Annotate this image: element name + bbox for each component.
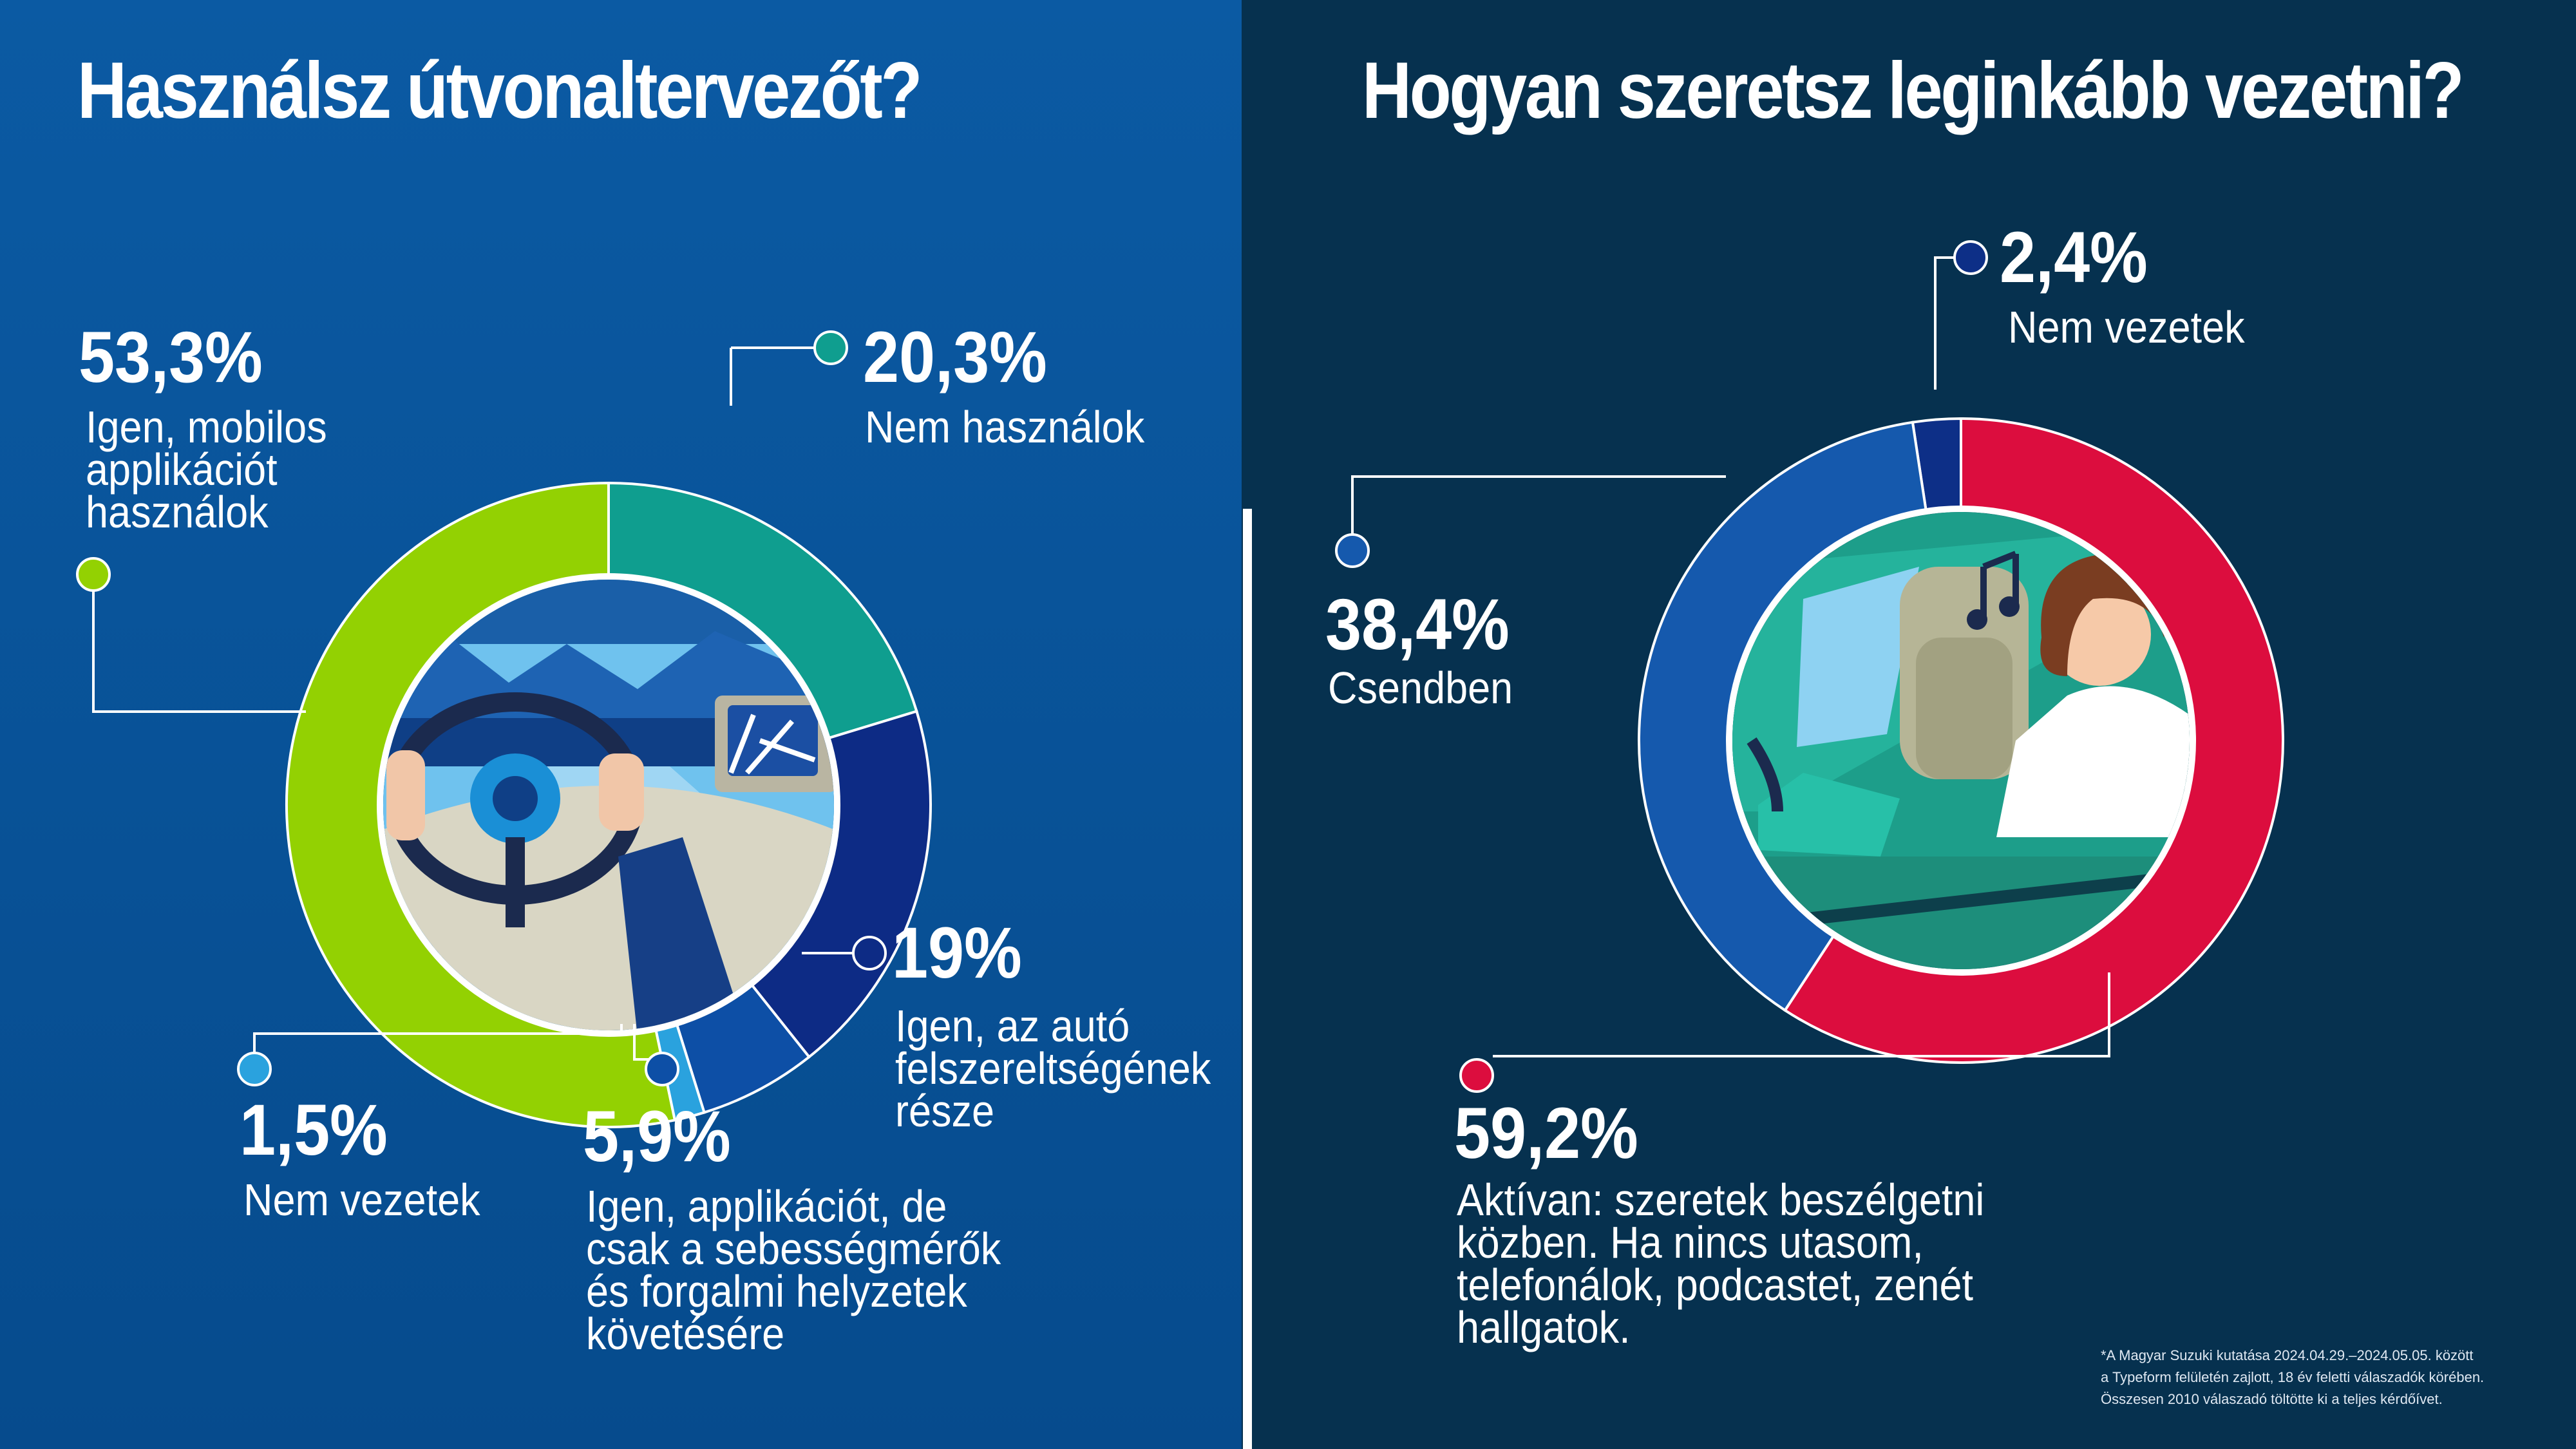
label-right-nodrive: Nem vezetek xyxy=(2008,302,2245,352)
chart-title-driving-style: Hogyan szeretsz leginkább vezetni? xyxy=(1362,46,2465,135)
pct-active: 59,2% xyxy=(1454,1093,1638,1173)
label-active: Aktívan: szeretek beszélgetni közben. Ha… xyxy=(1457,1175,1985,1352)
legend-dot-car xyxy=(852,936,887,971)
legend-dot-mobile xyxy=(76,557,111,592)
donut-inner-ring xyxy=(1726,506,2196,976)
pct-right-nodrive: 2,4% xyxy=(2000,217,2148,298)
pct-none: 20,3% xyxy=(863,317,1047,397)
pct-quiet: 38,4% xyxy=(1325,584,1510,665)
footnote: *A Magyar Suzuki kutatása 2024.04.29.–20… xyxy=(2101,1347,2485,1407)
label-mobile: Igen, mobilos applikációt használok xyxy=(86,402,327,537)
donut-navigation xyxy=(285,481,932,1128)
label-car: Igen, az autó felszereltségének része xyxy=(895,1001,1211,1136)
woman-driving-illustration xyxy=(1732,512,2190,969)
legend-dots xyxy=(76,240,1988,1093)
label-nodrive: Nem vezetek xyxy=(243,1175,480,1225)
pct-car: 19% xyxy=(892,913,1022,993)
label-quiet: Csendben xyxy=(1328,663,1513,713)
panel-divider xyxy=(1243,509,1252,1449)
leader-lines xyxy=(92,256,2110,1069)
legend-dot-right-nodrive xyxy=(1953,240,1988,275)
legend-dot-speed xyxy=(645,1052,679,1086)
pct-mobile: 53,3% xyxy=(79,317,263,397)
label-none: Nem használok xyxy=(865,402,1145,452)
legend-dot-active xyxy=(1459,1058,1494,1093)
legend-dot-nodrive xyxy=(237,1052,272,1086)
pct-nodrive: 1,5% xyxy=(240,1090,388,1170)
label-speed: Igen, applikációt, de csak a sebességmér… xyxy=(586,1181,1001,1359)
legend-dot-none xyxy=(813,330,848,365)
pct-speed: 5,9% xyxy=(583,1096,731,1177)
legend-dot-quiet xyxy=(1335,533,1370,568)
chart-title-navigation: Használsz útvonaltervezőt? xyxy=(77,46,923,135)
donut-driving-style xyxy=(1638,417,2284,1064)
